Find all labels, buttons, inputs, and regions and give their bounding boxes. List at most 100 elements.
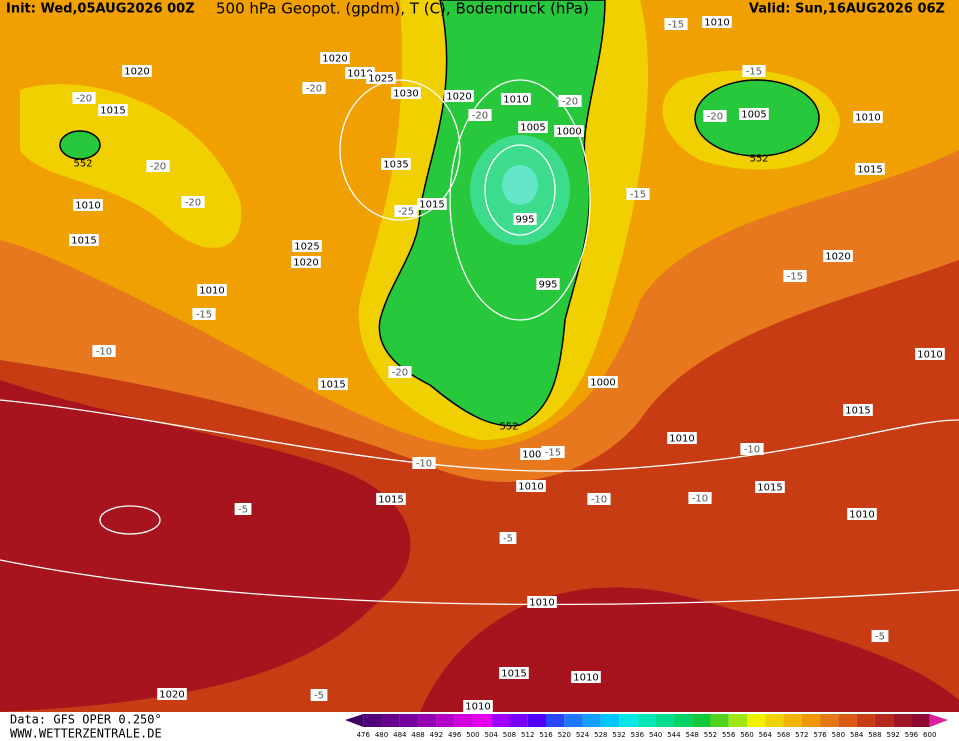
temperature-label: -20 — [472, 111, 488, 122]
valid-time: Valid: Sun,16AUG2026 06Z — [749, 2, 945, 17]
pressure-label-box — [755, 481, 785, 493]
colorbar-swatch — [600, 714, 620, 727]
pressure-label-box — [739, 108, 769, 120]
height-label: 552 — [749, 154, 768, 165]
temperature-label: -10 — [591, 495, 607, 506]
pressure-label-box — [536, 278, 560, 290]
colorbar-label: 492 — [430, 731, 443, 739]
colorbar-swatch — [436, 714, 455, 727]
pressure-label-box — [499, 667, 529, 679]
colorbar-swatch — [692, 714, 711, 727]
pressure-label-box — [516, 480, 546, 492]
temperature-label: -15 — [787, 272, 803, 283]
temperature-label-box — [664, 18, 688, 30]
pressure-label-box — [853, 111, 883, 123]
pressure-label: 1005 — [520, 123, 545, 134]
colorbar-swatch — [673, 714, 693, 727]
pressure-label-box — [98, 104, 128, 116]
temperature-label: -20 — [150, 162, 166, 173]
pressure-label: 1010 — [347, 69, 372, 80]
temperature-label: -15 — [630, 190, 646, 201]
pressure-label: 1015 — [100, 106, 125, 117]
colorbar-swatch — [856, 714, 875, 727]
core-region — [502, 165, 538, 205]
temperature-label: -20 — [392, 368, 408, 379]
colorbar-arrow — [345, 714, 364, 727]
colorbar-label: 584 — [850, 731, 864, 739]
pressure-label: 1025 — [368, 74, 393, 85]
pressure-label-box — [73, 199, 103, 211]
colorbar-label: 480 — [375, 731, 388, 739]
colorbar-label: 592 — [886, 731, 899, 739]
temperature-label: -10 — [692, 494, 708, 505]
pressure-label: 1035 — [383, 160, 408, 171]
temperature-label: -20 — [185, 198, 201, 209]
colorbar-label: 532 — [612, 731, 625, 739]
colorbar-label: 552 — [704, 731, 717, 739]
pressure-label: 1020 — [293, 258, 318, 269]
pressure-label-box — [122, 65, 152, 77]
temperature-label: -15 — [668, 20, 684, 31]
colorbar-swatch — [399, 714, 419, 727]
temperature-label-box — [302, 82, 326, 94]
colorbar-label: 528 — [594, 731, 607, 739]
colorbar-swatch — [728, 714, 747, 727]
temperature-label-box — [468, 109, 492, 121]
pressure-label: 1020 — [159, 690, 184, 701]
temperature-label-box — [92, 345, 116, 357]
pressure-label-box — [588, 376, 618, 388]
pressure-label: 1015 — [501, 669, 526, 680]
temperature-label: -15 — [196, 310, 212, 321]
pressure-label-box — [513, 213, 537, 225]
colorbar-label: 544 — [667, 731, 681, 739]
colorbar-swatch — [454, 714, 473, 727]
temperature-label: -15 — [746, 67, 762, 78]
colorbar-swatch — [637, 714, 656, 727]
colorbar-label: 504 — [484, 731, 498, 739]
temperature-label: -20 — [562, 97, 578, 108]
colorbar-swatch — [911, 714, 930, 727]
colorbar-label: 540 — [649, 731, 662, 739]
pressure-label: 995 — [515, 215, 534, 226]
pressure-label-box — [157, 688, 187, 700]
pressure-label: 1020 — [825, 252, 850, 263]
pressure-label: 1010 — [573, 673, 598, 684]
temperature-label-box — [541, 446, 565, 458]
pressure-label-box — [501, 93, 531, 105]
colorbar-label: 536 — [631, 731, 645, 739]
pressure-label: 1010 — [669, 434, 694, 445]
pressure-label: 1020 — [322, 54, 347, 65]
temperature-label-box — [740, 443, 764, 455]
pressure-label: 1010 — [917, 350, 942, 361]
colorbar-label: 560 — [740, 731, 753, 739]
colorbar-label: 476 — [357, 731, 371, 739]
pressure-label: 1010 — [199, 286, 224, 297]
temperature-label: -20 — [76, 94, 92, 105]
colorbar-label: 600 — [923, 731, 936, 739]
pressure-label-box — [463, 700, 493, 712]
colorbar-swatch — [765, 714, 784, 727]
temperature-label: -5 — [875, 632, 885, 643]
colorbar-swatch — [783, 714, 802, 727]
pressure-label-box — [376, 493, 406, 505]
temperature-label-box — [181, 196, 205, 208]
pressure-label-box — [915, 348, 945, 360]
temperature-label-box — [558, 95, 582, 107]
pressure-label-box — [417, 198, 447, 210]
pressure-label-box — [554, 125, 584, 137]
pressure-label-box — [847, 508, 877, 520]
temperature-label-box — [688, 492, 712, 504]
pressure-label-box — [291, 256, 321, 268]
colorbar-label: 564 — [759, 731, 773, 739]
pressure-label-box — [69, 234, 99, 246]
pressure-label-box — [843, 404, 873, 416]
warm-region — [420, 587, 959, 712]
pressure-label-box — [391, 87, 421, 99]
colorbar-swatch — [655, 714, 674, 727]
pressure-label: 1015 — [845, 406, 870, 417]
colorbar-label: 484 — [393, 731, 407, 739]
pressure-label-box — [823, 250, 853, 262]
temperature-label-box — [388, 366, 412, 378]
pressure-label: 1010 — [855, 113, 880, 124]
